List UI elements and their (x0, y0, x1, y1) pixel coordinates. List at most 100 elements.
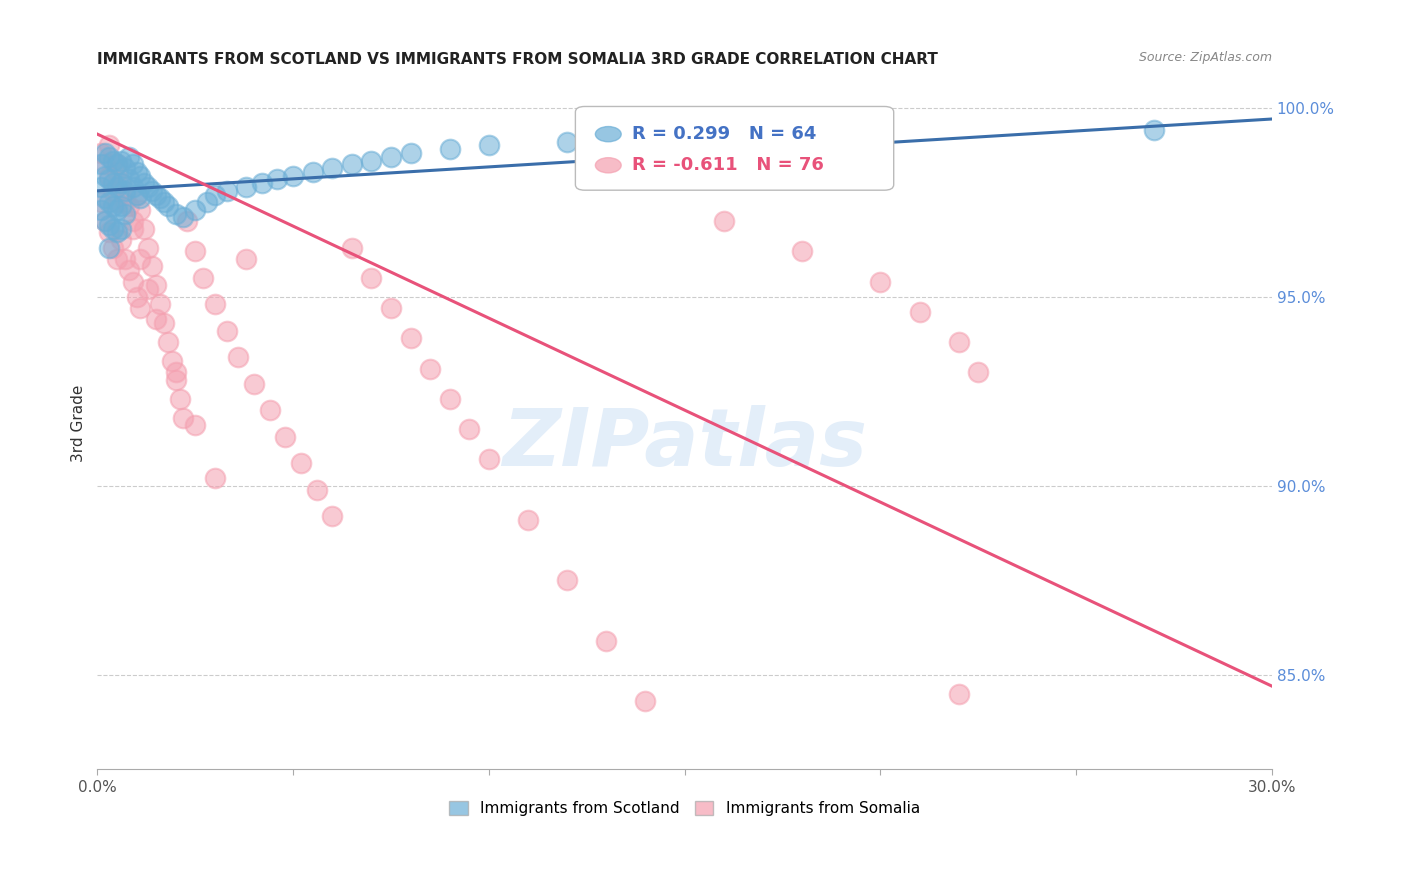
Point (399, 331, 422, 345)
Point (114, 187, 136, 202)
Point (129, 301, 152, 315)
Point (98, 195, 121, 210)
Point (98, 138, 121, 153)
Point (419, 361, 441, 376)
Point (517, 513, 540, 527)
Point (129, 252, 152, 266)
Point (90, 202, 112, 217)
Point (90, 180, 112, 194)
Point (129, 202, 152, 217)
Point (94, 169, 117, 183)
Point (634, 694, 657, 708)
Point (948, 334, 970, 349)
Point (125, 290, 148, 304)
Point (204, 471, 226, 485)
Point (184, 418, 207, 433)
Point (967, 365, 990, 379)
Point (165, 373, 187, 387)
Point (121, 214, 143, 228)
Point (215, 324, 238, 338)
Point (90, 157, 112, 171)
Point (118, 150, 141, 164)
Point (129, 169, 152, 183)
Point (98, 169, 121, 183)
Point (204, 187, 226, 202)
Point (478, 138, 501, 153)
Point (458, 422, 481, 436)
Circle shape (595, 127, 621, 142)
Point (110, 233, 132, 247)
Text: Source: ZipAtlas.com: Source: ZipAtlas.com (1139, 51, 1272, 63)
Point (290, 456, 312, 470)
Point (156, 199, 179, 213)
Point (191, 270, 214, 285)
Point (121, 180, 143, 194)
Point (226, 350, 249, 364)
Point (101, 153, 124, 168)
Point (215, 184, 238, 198)
Point (94, 146, 117, 161)
Point (184, 202, 207, 217)
Point (105, 252, 128, 266)
Legend: Immigrants from Scotland, Immigrants from Somalia: Immigrants from Scotland, Immigrants fro… (441, 794, 928, 824)
Text: IMMIGRANTS FROM SCOTLAND VS IMMIGRANTS FROM SOMALIA 3RD GRADE CORRELATION CHART: IMMIGRANTS FROM SCOTLAND VS IMMIGRANTS F… (97, 52, 938, 67)
FancyBboxPatch shape (575, 106, 894, 190)
Point (173, 410, 195, 425)
Point (98, 241, 121, 255)
Point (321, 508, 343, 523)
Point (250, 176, 273, 190)
Point (869, 275, 891, 289)
Point (555, 574, 578, 588)
Circle shape (595, 158, 621, 173)
Point (114, 252, 136, 266)
Point (105, 195, 128, 210)
Point (274, 429, 297, 443)
Point (134, 176, 156, 190)
Point (266, 172, 288, 186)
Point (595, 633, 617, 648)
Point (301, 165, 323, 179)
Point (101, 184, 124, 198)
Point (439, 142, 461, 156)
Point (121, 157, 143, 171)
Point (145, 278, 167, 293)
Point (121, 221, 143, 235)
Point (105, 226, 128, 240)
Point (340, 241, 363, 255)
Point (98, 172, 121, 186)
Point (235, 252, 257, 266)
Point (145, 187, 167, 202)
Point (153, 316, 176, 330)
Point (118, 172, 141, 186)
Point (243, 376, 266, 391)
Point (305, 483, 328, 497)
Point (105, 180, 128, 194)
Point (129, 191, 152, 205)
Point (114, 195, 136, 210)
Text: R = 0.299   N = 64: R = 0.299 N = 64 (631, 125, 815, 143)
Point (141, 184, 163, 198)
Point (101, 199, 124, 213)
Point (184, 244, 207, 259)
Point (101, 176, 124, 190)
Point (169, 392, 191, 406)
Point (110, 153, 132, 168)
Point (101, 221, 124, 235)
Point (98, 226, 121, 240)
Point (136, 282, 159, 296)
Point (136, 180, 159, 194)
Point (105, 202, 128, 217)
Point (281, 169, 304, 183)
Point (110, 176, 132, 190)
Point (105, 157, 128, 171)
Point (145, 312, 167, 326)
Point (380, 150, 402, 164)
Point (478, 452, 501, 467)
Point (110, 221, 132, 235)
Point (90, 146, 112, 161)
Point (105, 165, 128, 179)
Point (165, 365, 187, 379)
Point (790, 244, 813, 259)
Point (176, 214, 198, 228)
Point (555, 135, 578, 149)
